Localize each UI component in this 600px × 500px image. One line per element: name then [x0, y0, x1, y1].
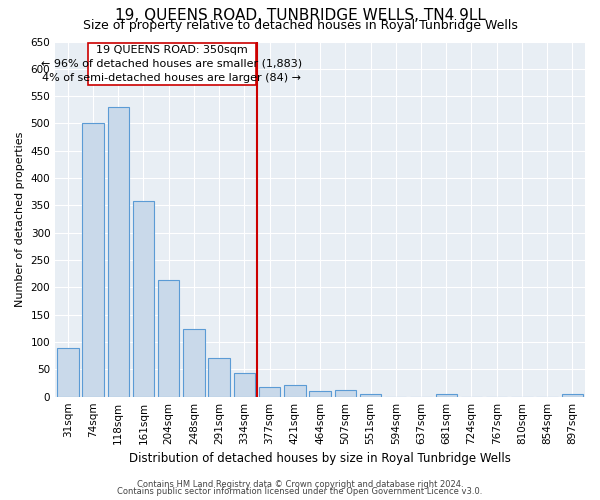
Bar — [208, 358, 230, 397]
Bar — [436, 394, 457, 396]
Y-axis label: Number of detached properties: Number of detached properties — [15, 132, 25, 307]
Text: Size of property relative to detached houses in Royal Tunbridge Wells: Size of property relative to detached ho… — [83, 18, 517, 32]
Bar — [335, 390, 356, 396]
Bar — [158, 280, 179, 396]
Bar — [88, 42, 256, 85]
Bar — [57, 348, 79, 397]
Text: Contains public sector information licensed under the Open Government Licence v3: Contains public sector information licen… — [118, 487, 482, 496]
Text: 19, QUEENS ROAD, TUNBRIDGE WELLS, TN4 9LL: 19, QUEENS ROAD, TUNBRIDGE WELLS, TN4 9L… — [115, 8, 485, 22]
X-axis label: Distribution of detached houses by size in Royal Tunbridge Wells: Distribution of detached houses by size … — [129, 452, 511, 465]
Bar — [259, 387, 280, 396]
Bar — [133, 201, 154, 396]
Text: Contains HM Land Registry data © Crown copyright and database right 2024.: Contains HM Land Registry data © Crown c… — [137, 480, 463, 489]
Bar — [360, 394, 381, 396]
Bar — [107, 107, 129, 397]
Bar — [82, 124, 104, 396]
Bar — [310, 391, 331, 396]
Text: 19 QUEENS ROAD: 350sqm
← 96% of detached houses are smaller (1,883)
4% of semi-d: 19 QUEENS ROAD: 350sqm ← 96% of detached… — [41, 45, 302, 83]
Bar — [562, 394, 583, 396]
Bar — [183, 330, 205, 396]
Bar — [233, 373, 255, 396]
Bar — [284, 384, 305, 396]
